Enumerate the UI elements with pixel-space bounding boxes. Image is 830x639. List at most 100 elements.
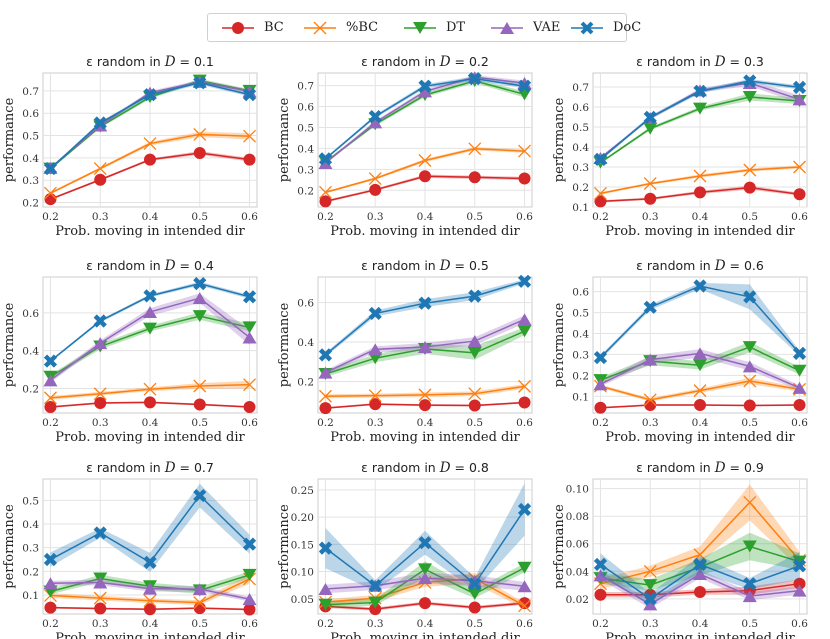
circle-marker <box>193 398 206 411</box>
y-axis-label: performance <box>277 97 292 182</box>
title-prefix: ε random in <box>636 460 715 475</box>
x-tick-label: 0.2 <box>317 618 334 630</box>
legend-label: VAE <box>533 20 561 35</box>
subplot-6: 0.2 0.3 0.4 0.5 0.6 0.1 0.2 0.3 0.4 0.5 0.6 ε rando… <box>552 258 808 445</box>
y-tick-label: 0.6 <box>572 287 589 299</box>
series-doc <box>318 72 532 166</box>
circle-marker <box>694 399 706 412</box>
title-value: = 0.3 <box>726 54 764 69</box>
y-tick-label: 0.4 <box>22 153 39 165</box>
circle-marker <box>44 601 57 614</box>
circle-marker <box>793 399 806 412</box>
y-tick-label: 0.04 <box>566 566 590 578</box>
title-prefix: ε random in <box>86 460 165 475</box>
x-marker <box>93 591 107 605</box>
x-tick-label: 0.5 <box>191 211 208 223</box>
series-bc <box>319 170 531 208</box>
circle-marker <box>369 603 382 616</box>
x-marker <box>368 172 382 185</box>
triangle-up-marker <box>318 582 333 595</box>
title-variable: D <box>439 460 451 476</box>
x-filled-marker <box>93 116 107 130</box>
circle-marker <box>243 400 256 413</box>
subplot-8: 0.2 0.3 0.4 0.5 0.6 0.05 0.10 0.15 0.20 0.25 ε ran… <box>277 460 533 639</box>
triangle-up-marker <box>368 116 383 129</box>
triangle-up-marker <box>742 590 757 603</box>
subplot-2: 0.2 0.3 0.4 0.5 0.6 0.2 0.3 0.4 0.5 0.6 0.7 ε rando… <box>277 54 533 239</box>
x-filled-marker <box>743 577 757 591</box>
confidence-band <box>600 282 800 360</box>
title-value: = 0.1 <box>176 54 214 69</box>
x-axis-label: Prob. moving in intended dir <box>330 631 520 639</box>
triangle-up-marker <box>143 582 157 595</box>
x-tick-label: 0.5 <box>191 618 208 630</box>
y-tick-label: 0.2 <box>22 198 39 210</box>
y-axis-label: performance <box>2 504 17 589</box>
series-pctbc <box>319 379 531 403</box>
confidence-band <box>600 484 800 590</box>
circle-marker <box>468 601 481 614</box>
triangle-up-marker <box>517 313 532 326</box>
x-filled-marker <box>693 557 707 571</box>
x-tick-label: 0.6 <box>516 618 533 630</box>
x-marker <box>518 599 531 613</box>
legend: BC %BC DT VAE DoC <box>207 13 641 42</box>
title-prefix: ε random in <box>86 258 165 273</box>
circle-marker <box>144 396 156 409</box>
y-tick-label: 0.2 <box>572 370 589 382</box>
circle-marker <box>419 399 431 412</box>
series-bc <box>44 146 256 206</box>
triangle-down-marker <box>792 555 807 568</box>
y-tick-label: 0.3 <box>572 349 589 361</box>
y-axis-label: performance <box>2 97 17 182</box>
x-marker <box>44 186 57 200</box>
circle-marker <box>694 186 706 199</box>
x-tick-label: 0.2 <box>592 618 609 630</box>
x-tick-label: 0.5 <box>466 618 483 630</box>
title-variable: D <box>439 54 451 70</box>
x-marker <box>243 129 256 143</box>
y-tick-label: 0.1 <box>572 391 589 403</box>
x-filled-marker <box>318 348 333 362</box>
y-tick-label: 0.4 <box>22 346 39 358</box>
x-tick-label: 0.4 <box>142 618 159 630</box>
triangle-up-marker <box>792 584 807 597</box>
y-axis-label: performance <box>2 302 17 387</box>
x-filled-marker <box>693 279 707 293</box>
x-tick-label: 0.3 <box>367 417 384 429</box>
triangle-up-marker <box>593 378 608 391</box>
x-tick-label: 0.3 <box>642 211 659 223</box>
x-tick-label: 0.2 <box>42 211 59 223</box>
x-marker <box>193 596 207 610</box>
x-filled-marker <box>193 76 207 90</box>
x-tick-label: 0.3 <box>92 417 109 429</box>
y-tick-label: 0.7 <box>572 82 589 94</box>
y-tick-label: 0.2 <box>297 185 314 197</box>
subplot-title: ε random in D = 0.9 <box>636 460 764 476</box>
x-marker <box>643 393 657 407</box>
x-tick-label: 0.5 <box>741 211 758 223</box>
subplot-4: 0.2 0.3 0.4 0.5 0.6 0.2 0.4 0.6 ε random in D = … <box>2 258 258 445</box>
x-marker <box>143 137 157 151</box>
x-tick-label: 0.5 <box>466 417 483 429</box>
triangle-down-marker <box>242 321 257 334</box>
series-pctbc <box>594 160 806 200</box>
subplot-7: 0.2 0.3 0.4 0.5 0.6 0.1 0.2 0.3 0.4 0.5 ε random i… <box>2 460 258 639</box>
subplot-title: ε random in D = 0.5 <box>361 258 489 274</box>
x-tick-label: 0.6 <box>791 211 808 223</box>
x-marker <box>518 379 531 393</box>
triangle-down-marker <box>742 91 757 103</box>
title-value: = 0.4 <box>176 258 214 273</box>
x-filled-marker <box>193 488 207 503</box>
triangle-down-marker <box>517 325 532 338</box>
y-tick-label: 0.10 <box>566 484 589 496</box>
x-tick-label: 0.4 <box>692 211 709 223</box>
x-marker <box>468 387 482 401</box>
x-filled-marker <box>693 84 707 98</box>
y-tick-label: 0.2 <box>22 383 39 395</box>
legend-label: DT <box>446 20 466 35</box>
x-filled-marker <box>792 80 807 94</box>
x-marker <box>594 186 607 200</box>
y-axis-label: performance <box>277 504 292 589</box>
circle-marker <box>419 597 431 610</box>
